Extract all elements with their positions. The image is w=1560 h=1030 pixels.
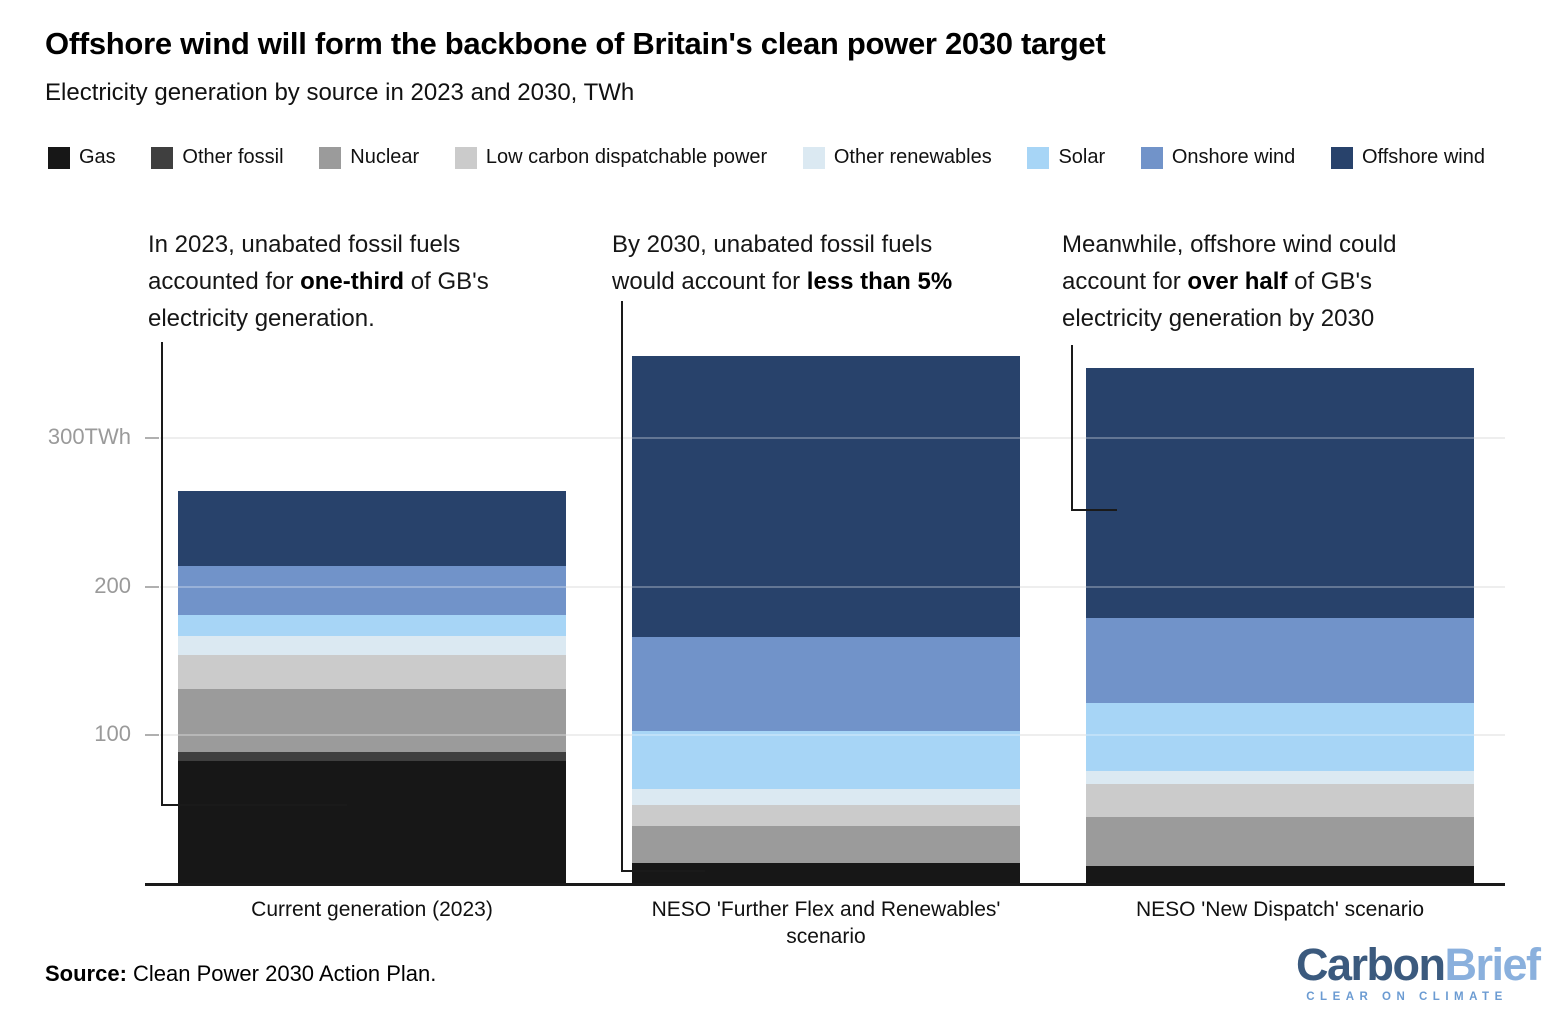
bar-3-segment-gas — [1086, 866, 1474, 884]
annotation-text: Meanwhile, offshore wind could — [1062, 231, 1397, 258]
source-text: Clean Power 2030 Action Plan. — [126, 961, 437, 986]
bar-2-segment-gas — [632, 863, 1020, 884]
legend-swatch-solar — [1027, 146, 1050, 169]
annotation-3: Meanwhile, offshore wind could account fo… — [1062, 226, 1517, 337]
source-label: Source: — [45, 961, 127, 986]
source-line: Source: Clean Power 2030 Action Plan. — [45, 961, 436, 987]
bar-2-segment-other-renewables — [632, 788, 1020, 806]
x-axis-category-label-line: Current generation (2023) — [251, 898, 493, 921]
bar-2-segment-onshore-wind — [632, 637, 1020, 731]
annotation-connector-1-horizontal — [161, 804, 347, 806]
x-axis-category-label-2: NESO 'Further Flex and Renewables' scenar… — [606, 896, 1046, 950]
x-axis-category-label-line: NESO 'Further Flex and Renewables' — [651, 898, 1001, 921]
legend-item-offshore-wind: Offshore wind — [1330, 146, 1485, 169]
legend-item-solar: Solar — [1027, 146, 1105, 169]
y-axis-tick-100 — [145, 734, 159, 737]
chart-subtitle: Electricity generation by source in 2023… — [45, 79, 635, 106]
legend-label-other-fossil: Other fossil — [182, 146, 284, 168]
bar-1-segment-other-fossil — [178, 751, 566, 761]
bar-1-segment-nuclear — [178, 689, 566, 752]
annotation-connector-2-vertical — [621, 301, 623, 872]
annotation-bold-text: over half — [1187, 268, 1288, 295]
legend-item-gas: Gas — [48, 146, 116, 169]
annotation-bold-text: one-third — [300, 268, 405, 295]
logo-carbon-text: Carbon — [1296, 939, 1446, 990]
annotation-connector-3-vertical — [1071, 345, 1073, 511]
annotation-text: of GB's — [404, 268, 489, 295]
bar-1-segment-onshore-wind — [178, 565, 566, 615]
bar-3-segment-other-renewables — [1086, 770, 1474, 785]
legend-swatch-offshore-wind — [1330, 146, 1353, 169]
legend-label-other-renewables: Other renewables — [833, 146, 992, 168]
legend-swatch-onshore-wind — [1140, 146, 1163, 169]
annotation-text: of GB's — [1287, 268, 1373, 295]
carbonbrief-wordmark: CarbonBrief — [1296, 939, 1541, 990]
y-axis-label-300: 300TWh — [47, 423, 131, 449]
bar-1-segment-low-carbon-dispatchable-power — [178, 654, 566, 690]
bar-3-segment-offshore-wind — [1086, 367, 1474, 618]
legend-label-onshore-wind: Onshore wind — [1171, 146, 1296, 168]
bar-1-segment-other-renewables — [178, 635, 566, 655]
bar-2-segment-offshore-wind — [632, 355, 1020, 638]
y-axis-label-200: 200 — [94, 572, 131, 598]
gridline-overlay-100 — [160, 734, 1505, 737]
annotation-text: electricity generation by 2030 — [1062, 305, 1375, 332]
logo-tagline: CLEAR ON CLIMATE — [1306, 990, 1508, 1003]
x-axis-category-label-line: scenario — [786, 925, 866, 948]
bar-1-segment-gas — [178, 760, 566, 884]
annotation-text: electricity generation. — [148, 305, 375, 332]
annotation-connector-2-horizontal — [621, 870, 705, 872]
legend-swatch-nuclear — [319, 146, 342, 169]
annotation-connector-1-vertical — [161, 342, 163, 806]
legend-item-low-carbon-dispatchable-power: Low carbon dispatchable power — [454, 146, 768, 169]
annotation-connector-3-horizontal — [1071, 509, 1117, 511]
legend-label-solar: Solar — [1058, 146, 1106, 168]
bar-1-segment-offshore-wind — [178, 491, 566, 566]
legend-label-gas: Gas — [79, 146, 116, 168]
legend-label-offshore-wind: Offshore wind — [1361, 146, 1485, 168]
annotation-bold-text: less than 5% — [806, 268, 953, 295]
chart-title: Offshore wind will form the backbone of … — [45, 26, 1106, 61]
y-axis-tick-300 — [145, 436, 159, 439]
carbonbrief-logo: CarbonBrief CLEAR ON CLIMATE — [1296, 939, 1541, 1003]
legend-item-other-fossil: Other fossil — [151, 146, 284, 169]
y-axis-tick-200 — [145, 585, 159, 588]
annotation-text: By 2030, unabated fossil fuels — [612, 231, 933, 258]
legend-swatch-gas — [48, 146, 70, 169]
x-axis-line — [145, 883, 1505, 886]
logo-brief-text: Brief — [1444, 939, 1542, 990]
legend-swatch-other-renewables — [802, 146, 825, 169]
x-axis-category-label-line: NESO 'New Dispatch' scenario — [1135, 898, 1425, 921]
legend-label-nuclear: Nuclear — [350, 146, 420, 168]
bar-2-segment-solar — [632, 730, 1020, 789]
annotation-2: By 2030, unabated fossil fuels would acco… — [612, 226, 1062, 300]
bar-3-segment-low-carbon-dispatchable-power — [1086, 784, 1474, 818]
y-axis-label-100: 100 — [94, 721, 131, 747]
x-axis-category-label-3: NESO 'New Dispatch' scenario — [1060, 896, 1500, 923]
legend-item-onshore-wind: Onshore wind — [1140, 146, 1296, 169]
bar-1-segment-solar — [178, 614, 566, 636]
legend-item-other-renewables: Other renewables — [802, 146, 992, 169]
gridline-overlay-300 — [160, 436, 1505, 439]
annotation-text: accounted for — [148, 268, 301, 295]
legend-item-nuclear: Nuclear — [319, 146, 419, 169]
bar-2-segment-low-carbon-dispatchable-power — [632, 805, 1020, 826]
annotation-1: In 2023, unabated fossil fuels accounted … — [148, 226, 588, 337]
annotation-text: would account for — [612, 268, 807, 295]
bar-3-segment-nuclear — [1086, 817, 1474, 867]
bar-3-segment-solar — [1086, 702, 1474, 771]
legend-label-low-carbon-dispatchable-power: Low carbon dispatchable power — [485, 146, 768, 168]
legend-swatch-other-fossil — [151, 146, 174, 169]
annotation-text: In 2023, unabated fossil fuels — [148, 231, 461, 258]
legend-swatch-low-carbon-dispatchable-power — [454, 146, 477, 169]
gridline-overlay-200 — [160, 585, 1505, 588]
bar-3-segment-onshore-wind — [1086, 617, 1474, 703]
legend: Gas Other fossil Nuclear Low carbon dispatc… — [48, 146, 1485, 169]
annotation-text: account for — [1062, 268, 1188, 295]
bar-2-segment-nuclear — [632, 825, 1020, 864]
x-axis-category-label-1: Current generation (2023) — [152, 896, 592, 923]
